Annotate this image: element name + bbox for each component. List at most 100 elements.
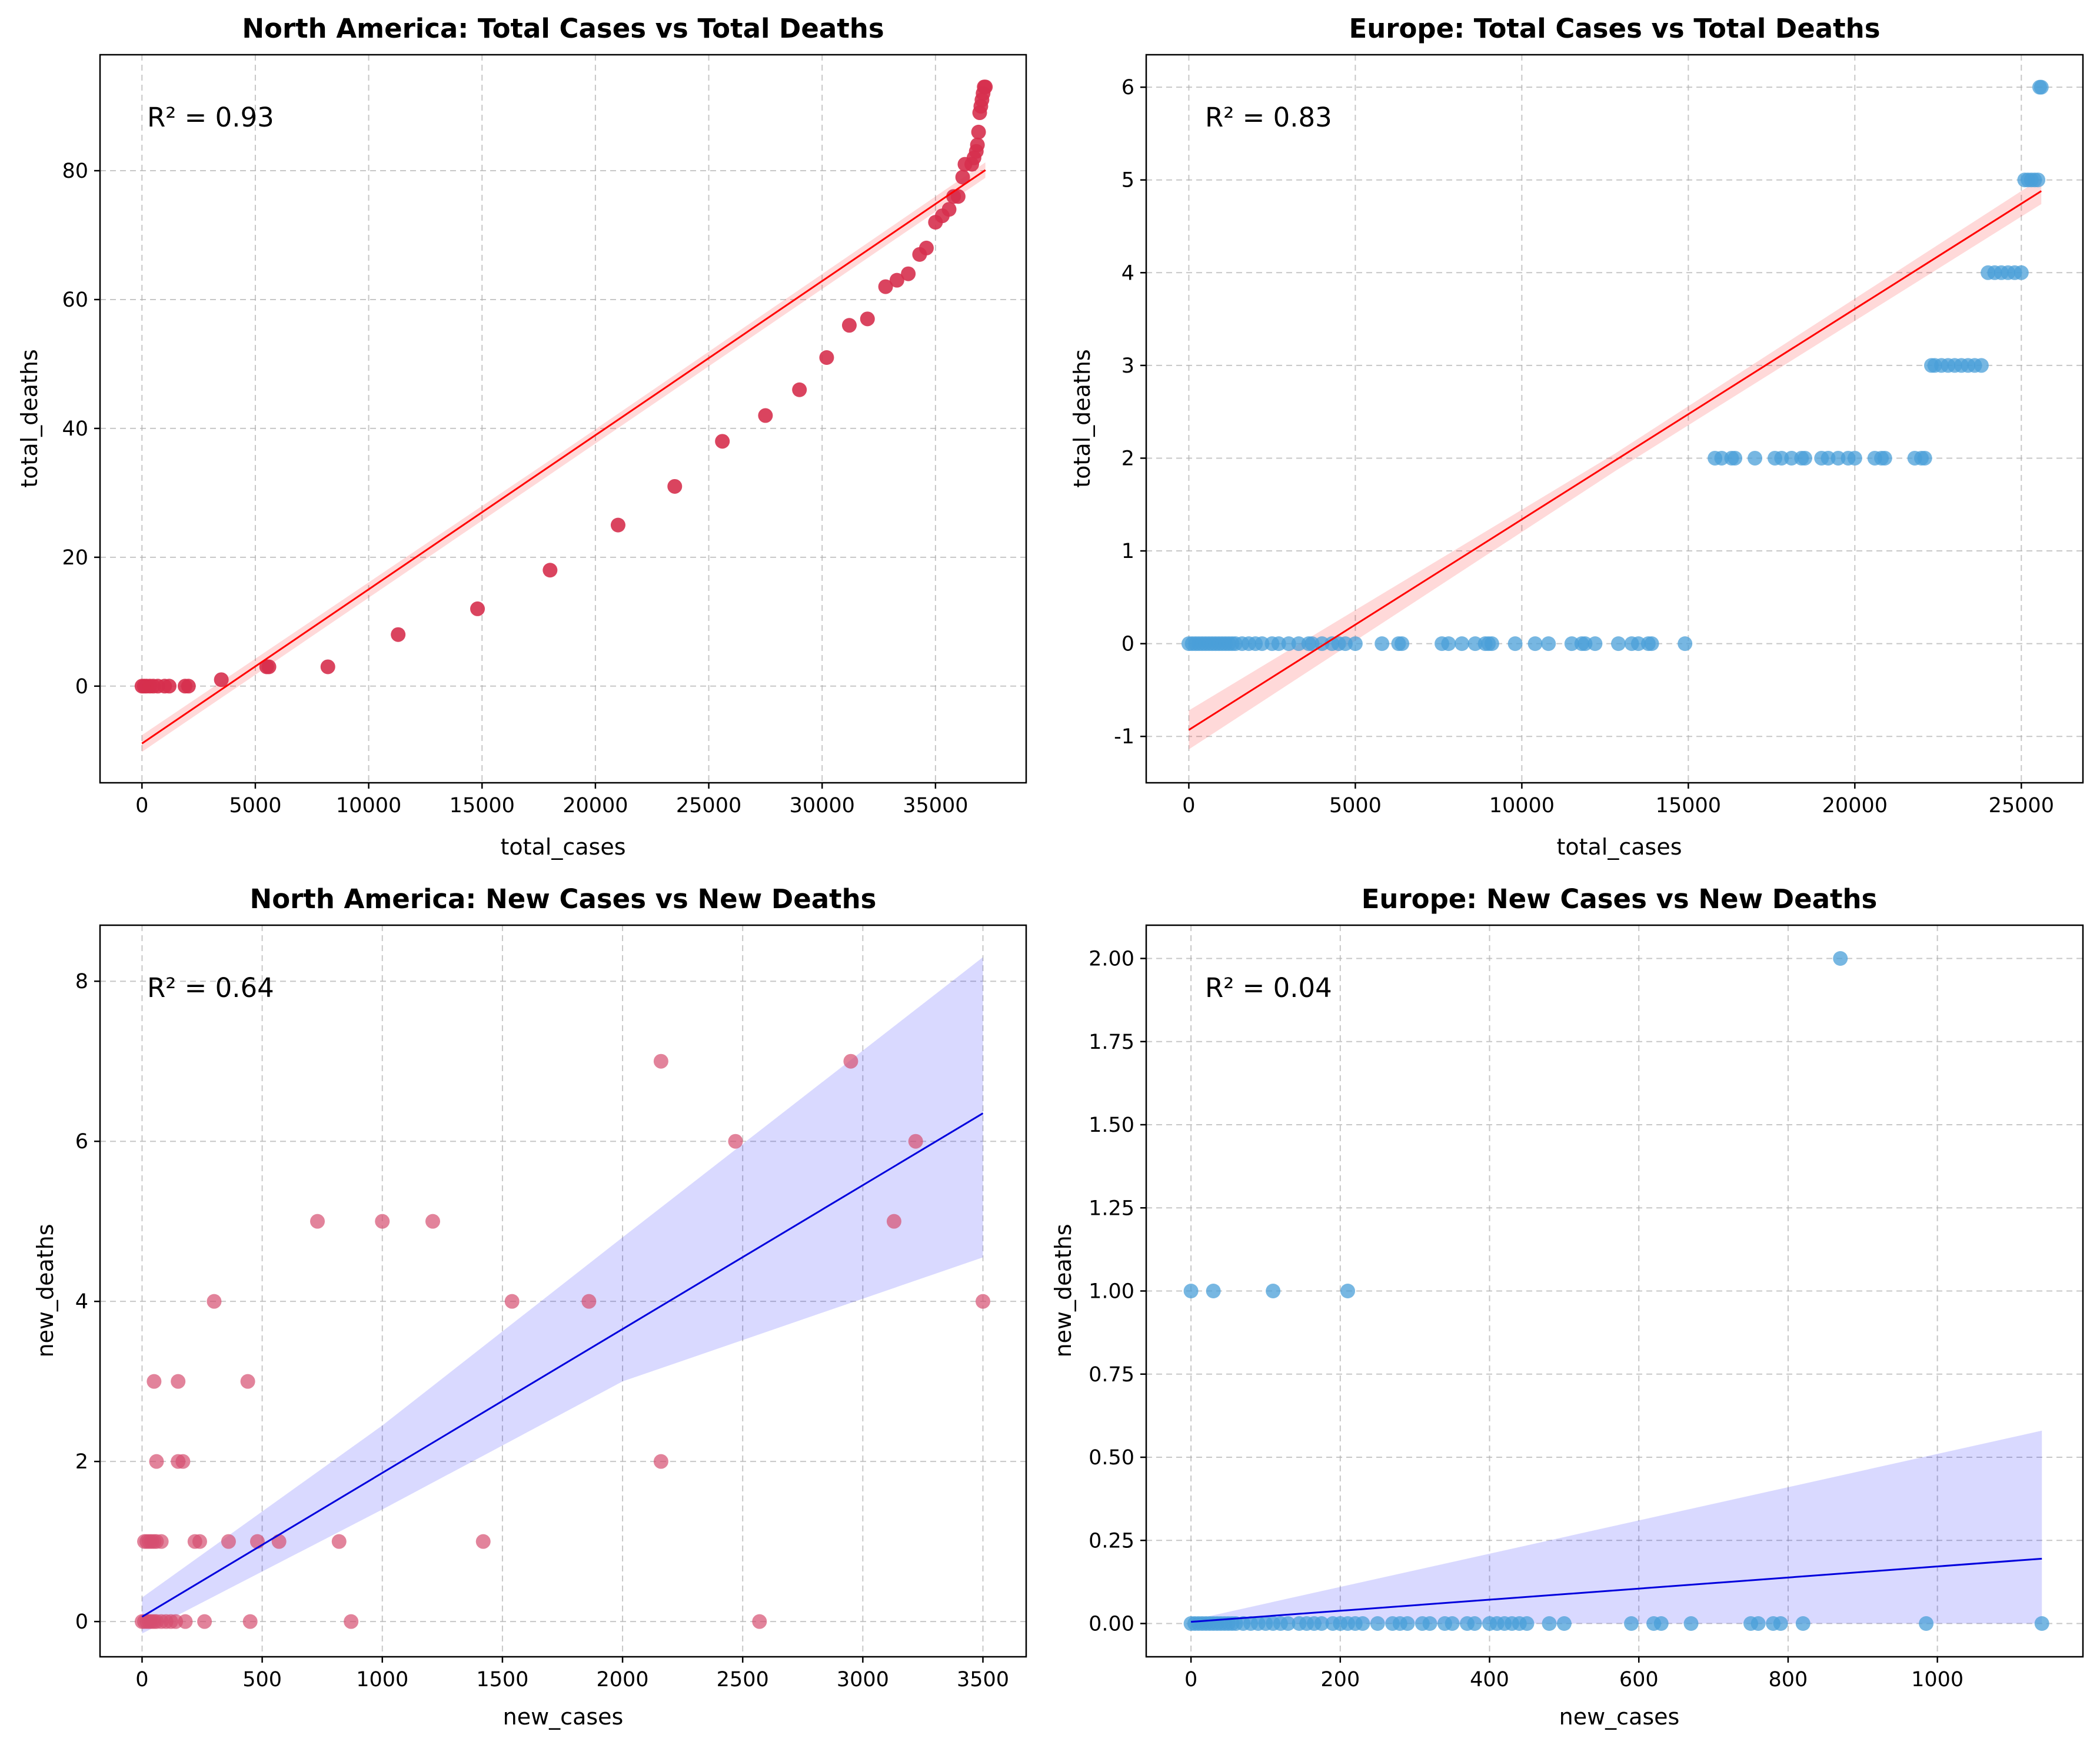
y-tick-label: 6: [75, 1130, 88, 1154]
chart-title: North America: Total Cases vs Total Deat…: [242, 13, 884, 44]
data-point: [1355, 1616, 1370, 1631]
y-tick-label: 1.00: [1089, 1280, 1134, 1304]
y-tick-label: 5: [1121, 169, 1134, 192]
data-point: [207, 1294, 222, 1309]
x-tick-label: 25000: [1989, 794, 2054, 817]
chart-panel-eu-new: 0 200 400 600 800 1000 0.00 0.25 0.50 0.75 1.00 1.2…: [1050, 883, 2084, 1730]
y-tick-label: -1: [1114, 725, 1134, 749]
data-point: [249, 1534, 265, 1549]
chart-title: Europe: New Cases vs New Deaths: [1362, 883, 1878, 915]
data-point: [908, 1134, 923, 1149]
y-tick-label: 2: [1121, 447, 1134, 470]
x-tick-label: 800: [1769, 1668, 1808, 1691]
data-point: [1795, 1616, 1811, 1631]
data-point: [792, 382, 807, 397]
y-tick-label: 3: [1121, 354, 1134, 378]
data-point: [175, 1454, 191, 1469]
data-point: [976, 1294, 991, 1309]
data-point: [162, 679, 177, 694]
y-tick-label: 0: [75, 1610, 88, 1634]
data-point: [1280, 1616, 1296, 1631]
data-point: [950, 189, 966, 204]
data-point: [1340, 1284, 1356, 1298]
data-point: [1797, 450, 1812, 466]
data-point: [391, 627, 406, 642]
axes-frame: [99, 924, 1027, 1658]
data-point: [154, 1534, 169, 1549]
data-point: [667, 478, 683, 494]
data-point: [941, 202, 957, 217]
data-point: [221, 1534, 236, 1549]
data-point: [320, 659, 335, 674]
data-point: [475, 1534, 491, 1549]
y-tick-label: 2: [75, 1450, 88, 1474]
data-point: [331, 1534, 347, 1549]
data-point: [1400, 1616, 1415, 1631]
chart-panel-na-new: 0 500 1000 1500 2000 2500 3000 3500 0 2 4 6 8 North …: [32, 883, 1027, 1730]
data-point: [2031, 172, 2046, 188]
y-tick-label: 60: [62, 288, 88, 312]
y-tick-label: 0.00: [1089, 1613, 1134, 1636]
data-point: [1441, 636, 1456, 652]
data-point: [1266, 1284, 1281, 1298]
data-point: [1919, 1616, 1934, 1631]
data-point: [1395, 636, 1410, 652]
data-point: [1833, 951, 1848, 966]
data-point: [843, 1054, 858, 1069]
data-point: [1748, 450, 1763, 466]
y-tick-label: 80: [62, 159, 88, 183]
y-tick-label: 4: [1121, 261, 1134, 285]
data-point: [425, 1214, 440, 1229]
data-point: [1773, 1616, 1788, 1631]
data-point: [610, 517, 625, 533]
data-point: [758, 408, 773, 423]
data-point: [955, 170, 970, 185]
y-tick-label: 1.75: [1089, 1031, 1134, 1054]
y-tick-label: 20: [62, 546, 88, 570]
data-point: [653, 1054, 668, 1069]
x-tick-label: 500: [242, 1668, 282, 1691]
data-point: [1370, 1616, 1385, 1631]
data-point: [240, 1374, 255, 1389]
data-point: [901, 266, 916, 281]
data-point: [1750, 1616, 1766, 1631]
data-point: [653, 1454, 668, 1469]
data-point: [1375, 636, 1390, 652]
data-point: [1542, 1616, 1557, 1631]
data-point: [1527, 636, 1543, 652]
data-point: [1588, 636, 1603, 652]
data-point: [310, 1214, 325, 1229]
data-point: [1728, 450, 1743, 466]
data-point: [978, 79, 993, 95]
data-point: [860, 311, 875, 327]
x-axis-label: total_cases: [1556, 834, 1682, 860]
data-point: [971, 124, 986, 139]
data-point: [1183, 1284, 1199, 1298]
x-axis-label: total_cases: [500, 834, 625, 860]
data-point: [214, 672, 229, 687]
data-point: [1455, 636, 1470, 652]
x-tick-label: 0: [135, 794, 148, 817]
y-tick-label: 40: [62, 417, 88, 441]
data-point: [543, 563, 558, 578]
data-point: [819, 350, 834, 365]
y-tick-label: 1: [1121, 540, 1134, 563]
r-squared-annotation: R² = 0.64: [147, 972, 274, 1003]
x-tick-label: 15000: [450, 794, 515, 817]
data-point: [181, 679, 196, 694]
data-point: [878, 279, 893, 294]
data-point: [178, 1614, 193, 1629]
data-point: [242, 1614, 258, 1629]
data-point: [970, 137, 985, 152]
chart-title: North America: New Cases vs New Deaths: [250, 883, 877, 915]
chart-panel-na-total: 0 5000 10000 15000 20000 25000 30000 35000 0 20 40…: [16, 13, 1027, 860]
data-point: [1556, 1616, 1572, 1631]
data-point: [375, 1214, 390, 1229]
data-point: [1519, 1616, 1535, 1631]
data-point: [728, 1134, 743, 1149]
data-point: [1683, 1616, 1699, 1631]
x-tick-label: 3500: [957, 1668, 1009, 1691]
data-point: [1347, 636, 1363, 652]
x-tick-label: 0: [135, 1668, 148, 1691]
